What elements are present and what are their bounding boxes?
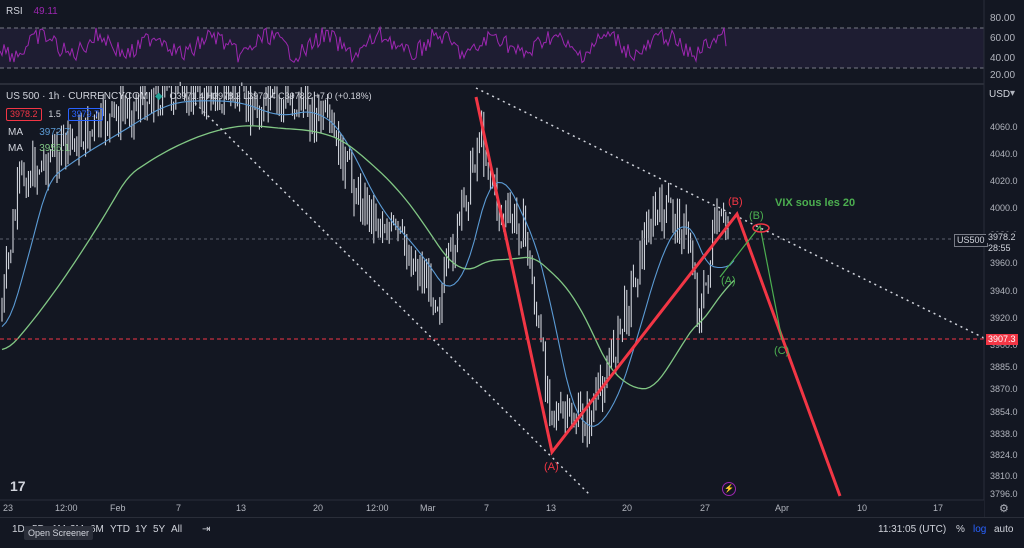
rsi-tick-3: 20.00: [990, 70, 1016, 81]
market-status-icon: ◆: [155, 91, 163, 102]
current-symbol-tag: US500: [954, 234, 988, 247]
sell-button[interactable]: 3978.2: [6, 108, 42, 121]
ma-green-line: [1, 125, 735, 390]
wave-a-label: (A): [544, 461, 559, 473]
settings-gear-icon[interactable]: ⚙: [999, 503, 1009, 515]
ma1-legend[interactable]: MA 3972.7: [8, 127, 70, 138]
price-tick: 3960.0: [990, 258, 1018, 268]
price-tick: 3824.0: [990, 450, 1018, 460]
symbol-legend[interactable]: US 500 · 1h · CURRENCYCOM ◆ O3971.4 H397…: [6, 91, 372, 102]
price-tick: 3838.0: [990, 429, 1018, 439]
price-tick: 3854.0: [990, 407, 1018, 417]
wave-a-green-label: (A): [721, 275, 736, 287]
timeframe-1d[interactable]: 1D: [12, 524, 25, 535]
time-tick: 27: [700, 503, 711, 513]
rsi-title: RSI: [6, 6, 23, 17]
rsi-tick-0: 80.00: [990, 13, 1016, 24]
time-tick: 13: [236, 503, 247, 513]
currency-dropdown-icon[interactable]: ▾: [1010, 88, 1016, 99]
price-tick: 3920.0: [990, 313, 1018, 323]
ma2-legend[interactable]: MA 3956.1: [8, 143, 70, 154]
time-tick: 10: [857, 503, 868, 513]
wave-green-projection: [719, 224, 783, 341]
wave-b-red-label: (B): [728, 196, 743, 208]
trade-buttons: 3978.2 1.5 3979.7: [6, 108, 104, 121]
wave-abc-red: [474, 96, 842, 497]
rsi-value: 49.11: [33, 6, 58, 17]
price-axis-panel: [984, 0, 1024, 517]
price-tick: 3885.0: [990, 362, 1018, 372]
percent-toggle[interactable]: %: [956, 524, 965, 535]
timeframe-ytd[interactable]: YTD: [110, 524, 130, 535]
b-marker: [752, 223, 770, 233]
ohlc-values: O3971.4 H3978.2 L3970.4 C3978.2 +7.0 (+0…: [169, 91, 372, 101]
wave-c-label: (C): [774, 345, 790, 357]
rsi-line: [0, 25, 727, 64]
rsi-legend: RSI 49.11: [6, 6, 58, 17]
event-icon[interactable]: ⚡: [722, 482, 736, 496]
channel-upper-line: [475, 87, 985, 339]
time-tick: 20: [622, 503, 633, 513]
price-tick: 3870.0: [990, 384, 1018, 394]
level-price-tag: 3907.3: [986, 334, 1018, 345]
rsi-band: [0, 28, 984, 68]
ma-blue-line: [1, 100, 735, 427]
current-price-tag: 3978.2: [986, 232, 1018, 243]
vix-note: VIX sous les 20: [775, 197, 856, 209]
ma1-label: MA: [8, 127, 23, 138]
price-tick: 3810.0: [990, 471, 1018, 481]
price-tick: 3796.0: [990, 489, 1018, 499]
price-tick: 3940.0: [990, 286, 1018, 296]
buy-button[interactable]: 3979.7: [67, 108, 104, 121]
rsi-tick-2: 40.00: [990, 53, 1016, 64]
time-tick: 20: [313, 503, 324, 513]
time-tick: 12:00: [366, 503, 389, 513]
ma2-label: MA: [8, 143, 23, 154]
channel-lower-line: [194, 102, 591, 496]
time-axis-panel: [0, 500, 984, 517]
countdown-tag: 28:55: [988, 243, 1011, 253]
timeframe-all[interactable]: All: [171, 524, 183, 535]
date-range-icon[interactable]: ⇥: [202, 524, 211, 535]
price-tick: 4040.0: [990, 149, 1018, 159]
open-screener-tooltip: Open Screener: [24, 526, 94, 540]
spread-value: 1.5: [48, 109, 61, 119]
time-tick: 23: [3, 503, 14, 513]
price-tick: 4060.0: [990, 122, 1018, 132]
time-tick: 13: [546, 503, 557, 513]
auto-toggle[interactable]: auto: [994, 524, 1014, 535]
rsi-tick-1: 60.00: [990, 33, 1016, 44]
wave-b-green-label: (B): [749, 210, 764, 222]
time-tick: 12:00: [55, 503, 78, 513]
rsi-path: [0, 25, 727, 64]
bottom-toolbar: 1D 5D 1M 3M 6M YTD 1Y 5Y All ⇥ 11:31:05 …: [0, 517, 1024, 544]
time-tick: Apr: [775, 503, 790, 513]
ma2-value: 3956.1: [39, 143, 70, 154]
symbol-title[interactable]: US 500 · 1h · CURRENCYCOM: [6, 91, 149, 102]
time-tick: Feb: [110, 503, 126, 513]
timeframe-6m[interactable]: 6M: [90, 524, 104, 535]
ma1-value: 3972.7: [39, 127, 70, 138]
price-tick: 4000.0: [990, 203, 1018, 213]
price-tick: 4020.0: [990, 176, 1018, 186]
time-tick: 7: [484, 503, 490, 513]
time-tick: 7: [176, 503, 182, 513]
price-axis-currency[interactable]: USD: [989, 89, 1011, 100]
tradingview-logo: 17: [10, 478, 26, 494]
time-tick: Mar: [420, 503, 436, 513]
clock[interactable]: 11:31:05 (UTC): [878, 524, 947, 535]
price-tick: 3900.0: [990, 340, 1018, 350]
log-toggle[interactable]: log: [973, 524, 987, 535]
timeframe-5y[interactable]: 5Y: [153, 524, 166, 535]
time-tick: 17: [933, 503, 944, 513]
timeframe-1y[interactable]: 1Y: [135, 524, 148, 535]
